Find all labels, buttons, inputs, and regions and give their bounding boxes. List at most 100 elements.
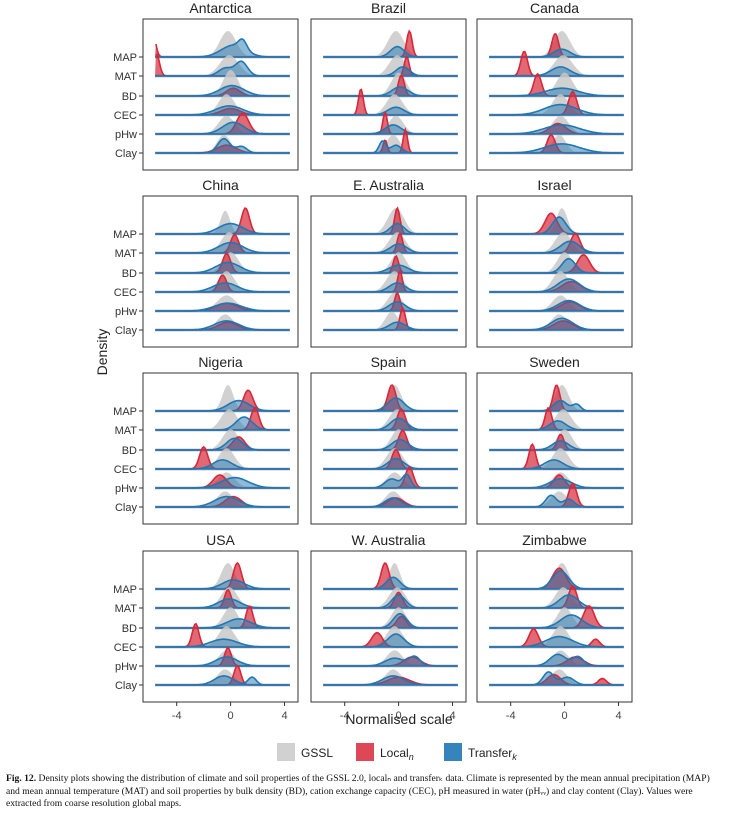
transfer-density-mat: [489, 595, 624, 608]
transfer-density-clay: [155, 138, 290, 153]
panel-title: Antarctica: [189, 0, 251, 16]
local-density-map: [489, 34, 624, 57]
gssl-density-mat: [489, 587, 624, 608]
gssl-density-mat: [155, 587, 290, 608]
panel-israel: Israel: [476, 177, 633, 348]
gssl-density-bd: [489, 607, 624, 628]
gssl-density-cec: [489, 448, 624, 469]
gssl-density-mat: [323, 232, 458, 253]
row-label-clay: Clay: [115, 680, 138, 692]
panel-title: Spain: [371, 354, 407, 370]
transfer-density-cec: [489, 459, 624, 469]
transfer-density-phw: [323, 301, 458, 311]
legend-label-local: Localn: [380, 746, 414, 762]
row-label-clay: Clay: [115, 325, 138, 337]
figure-caption: Fig. 12. Density plots showing the distr…: [6, 773, 722, 811]
legend-swatch-local: [356, 743, 374, 761]
gssl-density-map: [323, 31, 458, 57]
transfer-density-phw: [489, 654, 624, 666]
gssl-density-cec: [155, 626, 290, 647]
transfer-density-phw: [489, 478, 624, 488]
caption-label: Fig. 12.: [6, 773, 37, 784]
x-axis-label: Normalised scale: [345, 711, 453, 727]
transfer-density-cec: [155, 105, 290, 115]
transfer-density-bd: [323, 265, 458, 273]
panel-brazil: Brazil: [310, 0, 467, 171]
transfer-density-cec: [323, 458, 458, 469]
panel-title: Brazil: [371, 0, 406, 16]
panel-title: W. Australia: [352, 532, 426, 548]
transfer-density-clay: [489, 318, 624, 330]
transfer-density-map: [489, 570, 624, 589]
gssl-density-bd: [323, 607, 458, 628]
row-label-cec: CEC: [114, 642, 137, 654]
transfer-density-cec: [323, 634, 458, 647]
transfer-density-cec: [323, 107, 458, 115]
gssl-density-map: [155, 563, 290, 589]
row-label-phw: pHw: [115, 306, 137, 318]
transfer-density-map: [155, 39, 290, 57]
transfer-density-cec: [323, 282, 458, 292]
transfer-density-mat: [489, 241, 624, 253]
row-label-mat: MAT: [115, 603, 138, 615]
transfer-density-clay: [155, 320, 290, 330]
row-label-bd: BD: [122, 91, 137, 103]
row-label-bd: BD: [122, 623, 137, 635]
local-density-map: [489, 385, 624, 411]
gssl-density-cec: [155, 448, 290, 469]
gssl-density-bd: [323, 252, 458, 273]
row-label-mat: MAT: [115, 71, 138, 83]
local-density-mat: [155, 408, 290, 430]
transfer-density-mat: [323, 418, 458, 430]
transfer-density-cec: [155, 639, 290, 647]
transfer-density-cec: [155, 459, 290, 469]
panel-canada: Canada: [476, 0, 633, 171]
panel-title: USA: [206, 532, 235, 548]
row-label-clay: Clay: [115, 502, 138, 514]
transfer-density-phw: [323, 474, 458, 488]
transfer-density-clay: [155, 496, 290, 507]
legend-item-transfer: Transferk: [444, 743, 517, 762]
transfer-density-bd: [489, 615, 624, 628]
panel-title: China: [202, 177, 239, 193]
panel-nigeria: Nigeria MAP MAT BD CEC pHw Clay: [113, 354, 299, 525]
gssl-density-phw: [155, 115, 290, 134]
panel-e-australia: E. Australia: [310, 177, 467, 348]
x-tick-label: -4: [340, 710, 350, 722]
row-label-map: MAP: [113, 52, 137, 64]
gssl-density-map: [155, 210, 290, 234]
transfer-density-cec: [155, 282, 290, 292]
legend-swatch-transfer: [444, 743, 462, 761]
transfer-density-phw: [155, 656, 290, 666]
gssl-density-bd: [323, 429, 458, 450]
panel-china: China MAP MAT BD CEC pHw Clay: [113, 177, 299, 348]
x-tick-label: 0: [228, 710, 234, 722]
gssl-density-mat: [155, 232, 290, 253]
local-density-map: [323, 385, 458, 411]
row-label-bd: BD: [122, 445, 137, 457]
gssl-density-mat: [155, 409, 290, 430]
row-label-cec: CEC: [114, 110, 137, 122]
x-tick-label: 4: [449, 710, 455, 722]
x-tick-label: -4: [172, 710, 182, 722]
transfer-density-mat: [489, 66, 624, 76]
row-label-mat: MAT: [115, 425, 138, 437]
x-tick-label: 0: [396, 710, 402, 722]
gssl-density-map: [155, 385, 290, 411]
gssl-density-bd: [323, 72, 458, 96]
row-label-phw: pHw: [115, 129, 137, 141]
transfer-density-clay: [489, 671, 624, 685]
row-label-cec: CEC: [114, 287, 137, 299]
transfer-density-mat: [323, 595, 458, 608]
caption-text: Density plots showing the distribution o…: [6, 773, 710, 810]
panel-w-australia: W. Australia -4 0 4: [310, 532, 467, 722]
gssl-density-bd: [155, 70, 290, 96]
legend-item-gssl: GSSL: [277, 743, 333, 761]
row-label-mat: MAT: [115, 248, 138, 260]
transfer-density-bd: [155, 618, 290, 628]
legend-label-transfer: Transferk: [468, 746, 517, 762]
local-density-bd: [489, 254, 624, 273]
row-label-bd: BD: [122, 268, 137, 280]
transfer-density-clay: [489, 495, 624, 507]
transfer-density-phw: [323, 656, 458, 666]
